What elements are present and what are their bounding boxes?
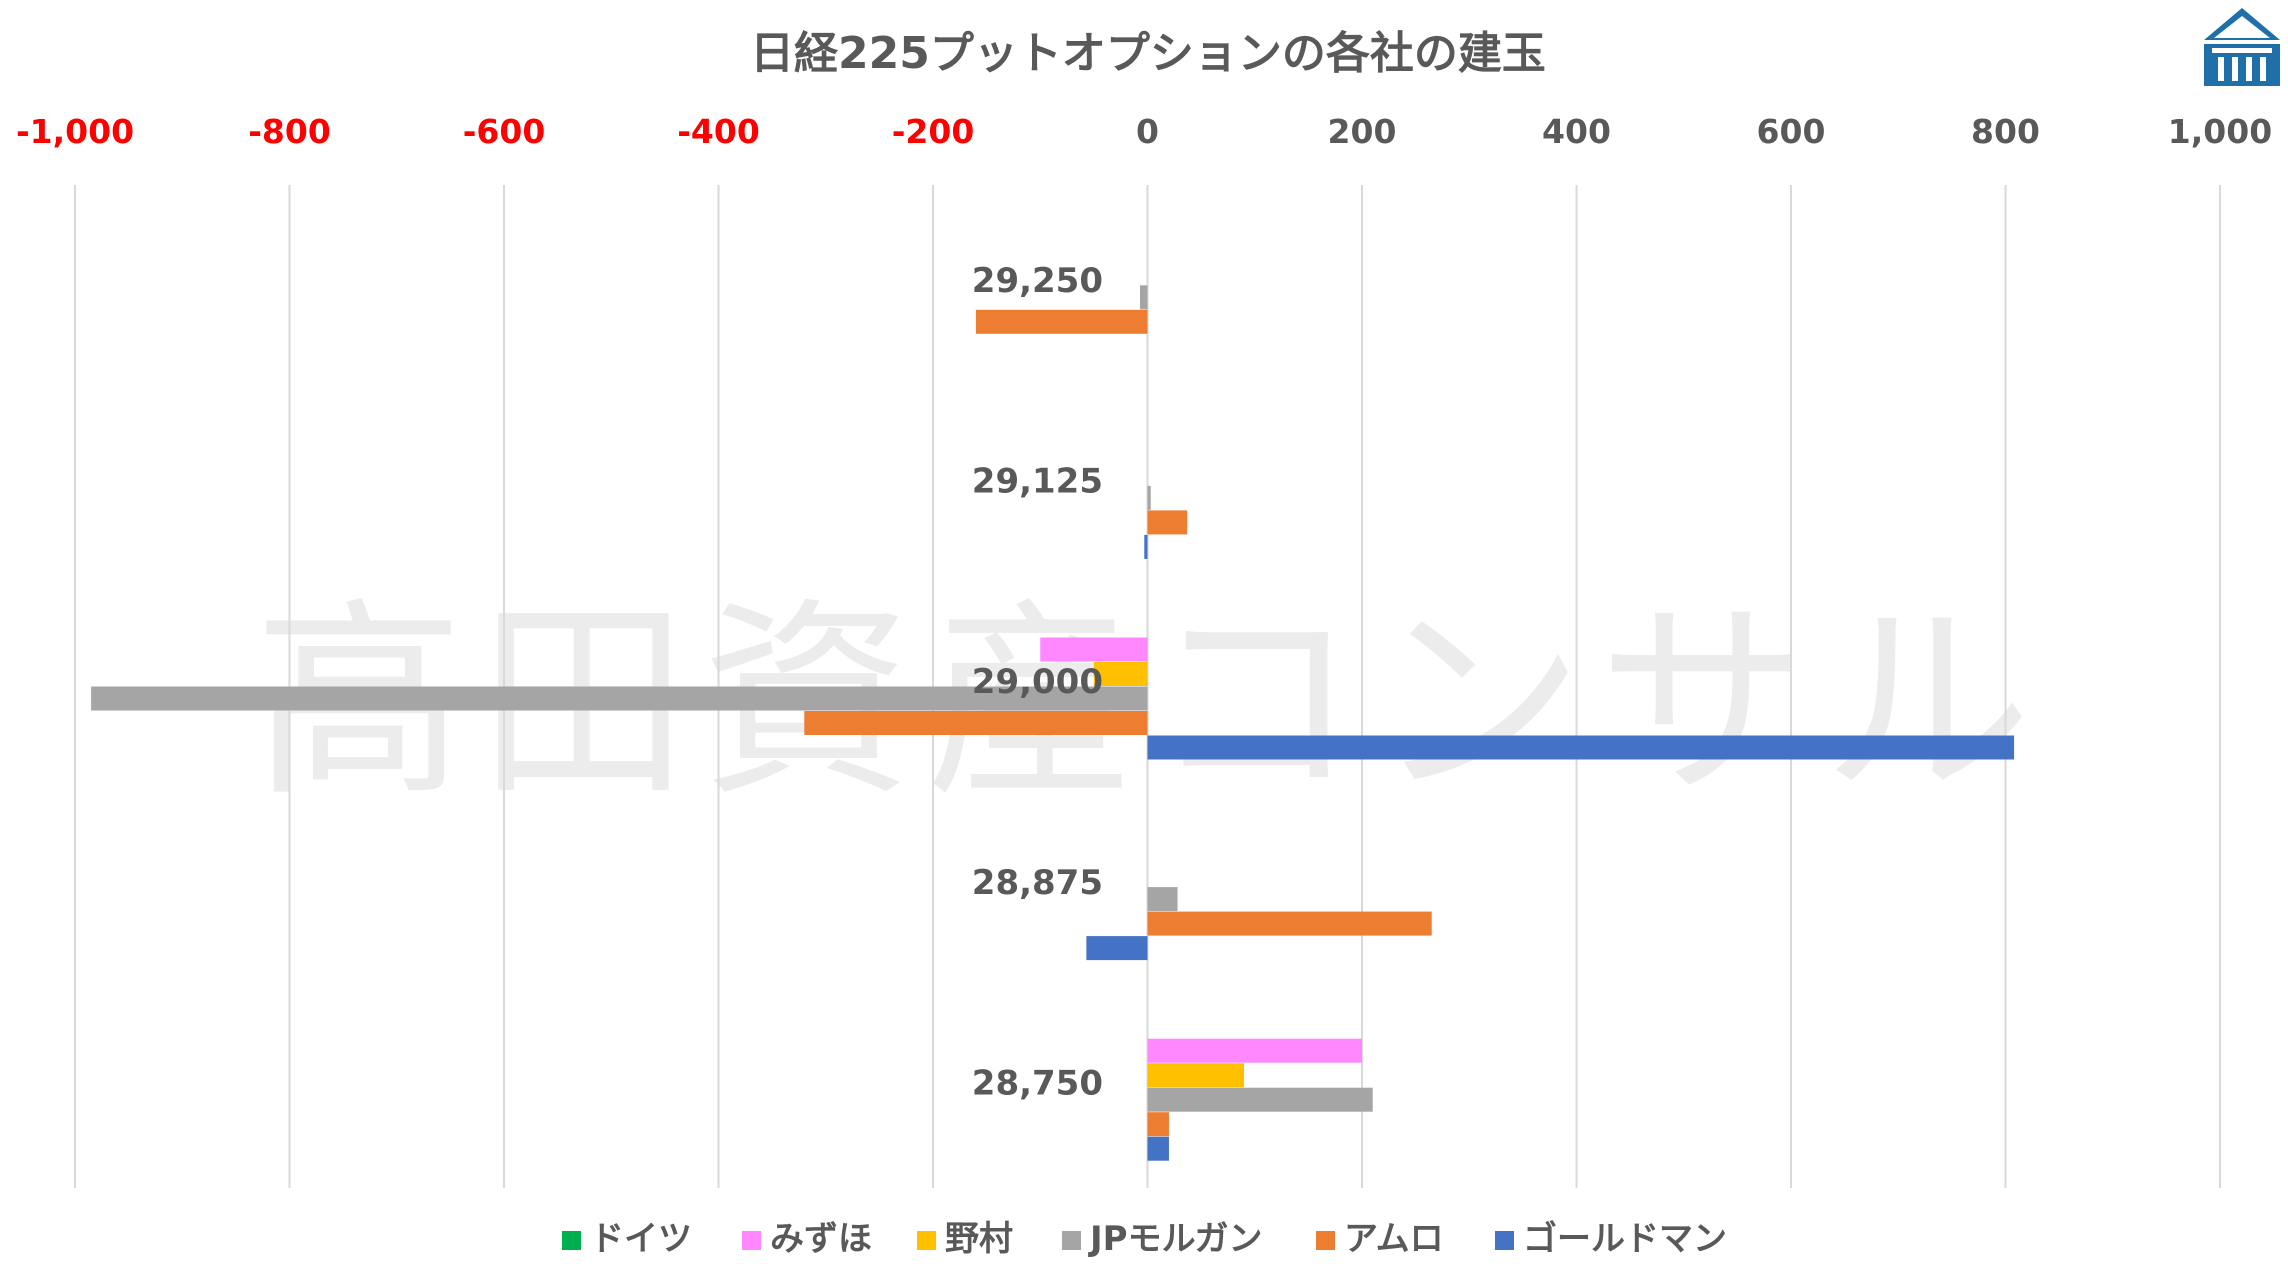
- category-labels: 29,250 29,125 29,000 28,875 28,750: [972, 261, 1103, 1103]
- legend-swatch: [917, 1231, 936, 1250]
- bar-5-4: [1147, 911, 1432, 936]
- category-label: 28,750: [972, 1063, 1103, 1103]
- legend-swatch: [1062, 1231, 1081, 1250]
- legend: ドイツ みずほ 野村 JPモルガン アムロ ゴールドマン: [562, 1219, 1727, 1259]
- legend-label: みずほ: [770, 1219, 872, 1259]
- category-label: 29,000: [972, 662, 1103, 702]
- bar-3-5: [1147, 1063, 1245, 1088]
- building-logo: [2204, 8, 2280, 86]
- chart-title: 日経225プットオプションの各社の建玉: [750, 28, 1546, 79]
- bar-4-1: [1139, 285, 1148, 310]
- bar-4-2: [1147, 485, 1151, 510]
- bar-5-1: [975, 309, 1148, 334]
- x-tick-label: -600: [463, 112, 546, 151]
- category-label: 29,250: [972, 261, 1103, 301]
- category-label: 28,875: [972, 863, 1103, 903]
- x-tick-label: -400: [677, 112, 760, 151]
- bar-3-3: [1093, 662, 1148, 686]
- bar-5-3: [804, 711, 1148, 735]
- legend-swatch: [562, 1231, 581, 1250]
- x-tick-label: 600: [1757, 112, 1826, 151]
- legend-label: JPモルガン: [1088, 1219, 1263, 1259]
- legend-label: ドイツ: [590, 1219, 692, 1259]
- x-tick-label: -1,000: [16, 112, 134, 151]
- bar-6-5: [1147, 1136, 1169, 1161]
- legend-swatch: [742, 1231, 761, 1250]
- x-tick-label: 400: [1542, 112, 1611, 151]
- x-tick-label: 0: [1136, 112, 1159, 151]
- bar-6-3: [1147, 735, 2015, 760]
- legend-swatch: [1495, 1231, 1514, 1250]
- x-axis-tick-labels: -1,000 -800 -600 -400 -200 0 200 400 600 800 1,000: [16, 112, 2272, 151]
- legend-item: 野村: [917, 1219, 1013, 1259]
- legend-label: 野村: [945, 1219, 1013, 1259]
- bar-5-5: [1147, 1112, 1169, 1137]
- legend-item: JPモルガン: [1062, 1219, 1263, 1259]
- bar-2-3: [1040, 637, 1148, 662]
- x-tick-label: 1,000: [2168, 112, 2272, 151]
- legend-item: ドイツ: [562, 1219, 692, 1259]
- bar-4-4: [1147, 887, 1178, 912]
- x-tick-label: 200: [1328, 112, 1397, 151]
- legend-item: アムロ: [1316, 1219, 1444, 1259]
- x-tick-label: 800: [1971, 112, 2040, 151]
- bar-4-5: [1147, 1087, 1373, 1112]
- legend-label: ゴールドマン: [1523, 1219, 1727, 1259]
- bar-6-4: [1086, 936, 1148, 961]
- legend-label: アムロ: [1344, 1219, 1444, 1259]
- x-tick-label: -800: [248, 112, 331, 151]
- bar-6-2: [1144, 534, 1148, 559]
- legend-item: ゴールドマン: [1495, 1219, 1727, 1259]
- bar-4-3: [91, 686, 1148, 711]
- bar-5-2: [1147, 510, 1188, 535]
- x-tick-label: -200: [892, 112, 975, 151]
- bar-2-5: [1147, 1038, 1362, 1063]
- legend-item: みずほ: [742, 1219, 872, 1259]
- legend-swatch: [1316, 1231, 1335, 1250]
- category-label: 29,125: [972, 462, 1103, 502]
- bars: [91, 285, 2015, 1161]
